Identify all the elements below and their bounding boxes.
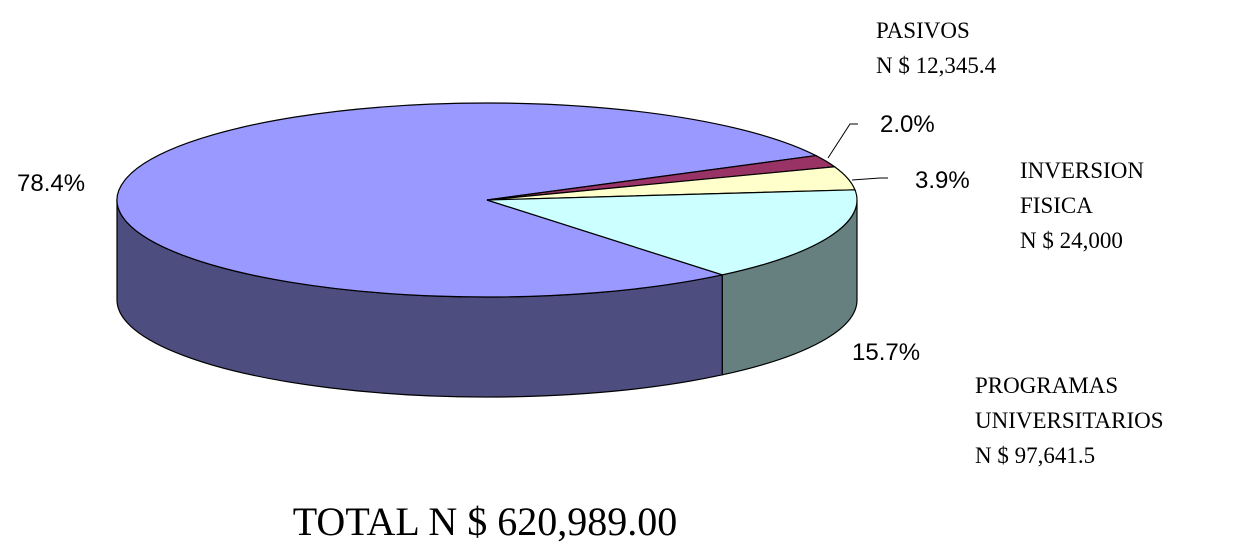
category-label: PASIVOS — [876, 18, 970, 43]
pie-slice — [116, 102, 818, 298]
total-label: TOTAL N $ 620,989.00 — [293, 499, 678, 544]
leader-line — [827, 123, 858, 159]
category-label: PROGRAMAS UNIVERSITARIOS — [975, 373, 1164, 433]
amount-label: N $ 24,000 — [1020, 228, 1123, 253]
amount-label: N $ 97,641.5 — [975, 443, 1095, 468]
value-label: 3.9% — [915, 167, 970, 194]
value-label: 78.4% — [17, 170, 85, 197]
amount-label: N $ 12,345.4 — [876, 53, 997, 78]
leader-line — [851, 177, 888, 181]
category-label: INVERSION FISICA — [1020, 158, 1144, 218]
value-label: 2.0% — [880, 111, 935, 138]
pie-slice — [486, 189, 858, 276]
value-label: 15.7% — [852, 339, 920, 366]
